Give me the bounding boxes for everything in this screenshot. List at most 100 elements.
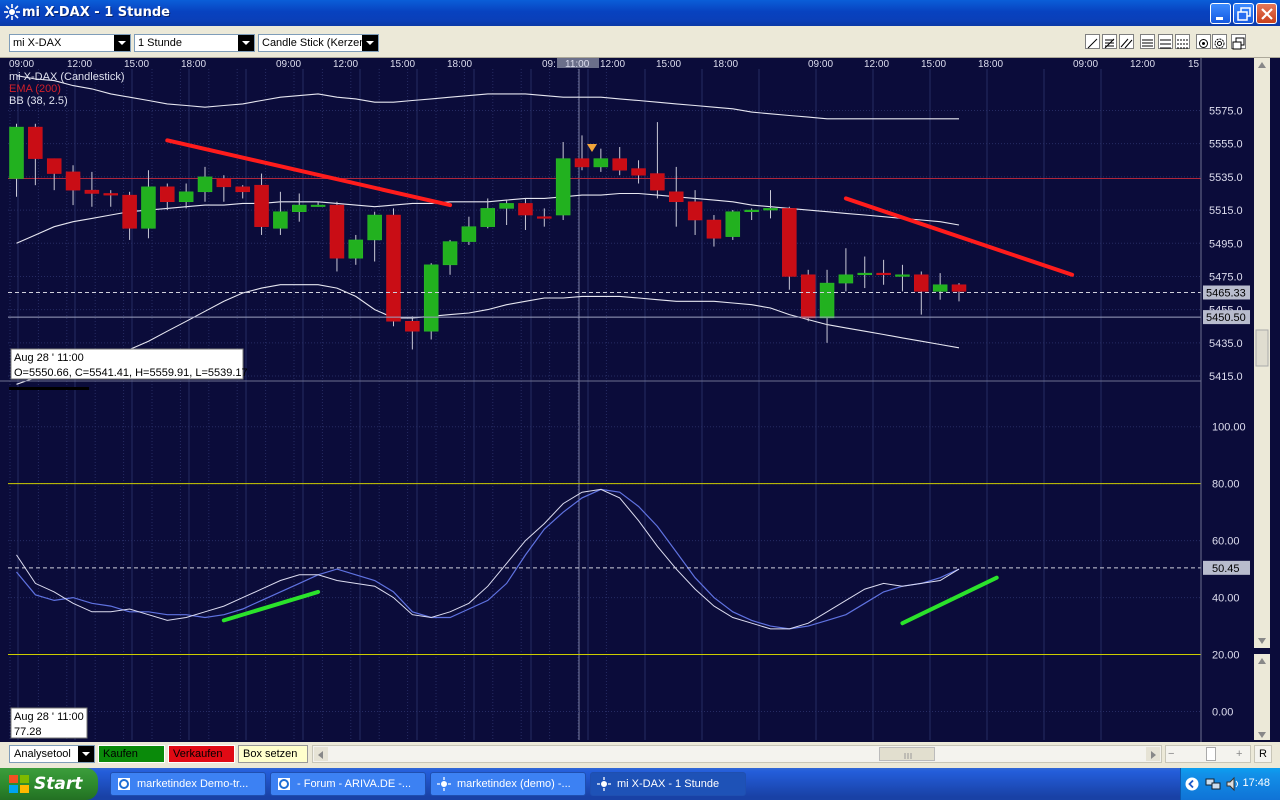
candle-down[interactable] bbox=[216, 178, 232, 188]
buy-button[interactable]: Kaufen bbox=[98, 745, 165, 763]
candle-down[interactable] bbox=[951, 284, 967, 292]
candle-up[interactable] bbox=[763, 208, 778, 211]
chevron-down-icon[interactable] bbox=[362, 35, 378, 51]
close-button[interactable] bbox=[1256, 3, 1277, 24]
candle-up[interactable] bbox=[555, 158, 571, 216]
channel-button[interactable] bbox=[1119, 34, 1134, 49]
grid-button[interactable] bbox=[1140, 34, 1155, 49]
zoom-slider[interactable]: − + bbox=[1165, 745, 1251, 763]
candle-down[interactable] bbox=[84, 189, 100, 194]
candle-down[interactable] bbox=[122, 194, 137, 229]
candle-down[interactable] bbox=[687, 201, 703, 221]
candle-up[interactable] bbox=[744, 209, 759, 212]
scroll-left-button[interactable] bbox=[314, 747, 328, 761]
candle-up[interactable] bbox=[461, 226, 477, 242]
chevron-down-icon[interactable] bbox=[114, 35, 130, 51]
scroll-down-icon[interactable] bbox=[1258, 638, 1266, 644]
candle-up[interactable] bbox=[857, 272, 872, 276]
scroll-thumb[interactable] bbox=[879, 747, 935, 761]
candle-up[interactable] bbox=[819, 282, 835, 319]
candle-up[interactable] bbox=[838, 274, 854, 284]
candle-down[interactable] bbox=[800, 274, 816, 319]
price-scroll-thumb[interactable] bbox=[1255, 329, 1269, 367]
candle-down[interactable] bbox=[914, 274, 929, 292]
task-marketindex-demo[interactable]: marketindex Demo-tr... bbox=[110, 772, 266, 796]
candle-up[interactable] bbox=[178, 191, 194, 203]
minimize-button[interactable] bbox=[1210, 3, 1231, 24]
candle-up[interactable] bbox=[367, 214, 382, 241]
task-marketindex-app[interactable]: marketindex (demo) -... bbox=[430, 772, 586, 796]
chevron-down-icon[interactable] bbox=[78, 746, 94, 762]
horizontal-scrollbar[interactable] bbox=[312, 745, 1162, 763]
osc-scrollbar[interactable] bbox=[1254, 654, 1270, 740]
sell-button[interactable]: Verkaufen bbox=[168, 745, 235, 763]
candle-down[interactable] bbox=[537, 216, 552, 219]
scroll-right-button[interactable] bbox=[1146, 747, 1160, 761]
scroll-up-icon[interactable] bbox=[1258, 62, 1266, 68]
interval-select[interactable]: 1 Stunde bbox=[134, 34, 255, 52]
table-button[interactable] bbox=[1175, 34, 1190, 49]
candle-down[interactable] bbox=[103, 193, 118, 196]
zoom-thumb[interactable] bbox=[1206, 747, 1216, 761]
window-button[interactable] bbox=[1231, 34, 1246, 50]
chevron-down-icon[interactable] bbox=[238, 35, 254, 51]
oscillator-trendline[interactable] bbox=[221, 589, 321, 623]
candle-down[interactable] bbox=[65, 171, 81, 191]
candle-down[interactable] bbox=[46, 158, 62, 174]
candle-up[interactable] bbox=[895, 274, 910, 277]
candle-down[interactable] bbox=[405, 321, 420, 332]
line-tool-button[interactable] bbox=[1085, 34, 1100, 49]
price-trendline[interactable] bbox=[165, 138, 453, 208]
chevron-left-icon[interactable] bbox=[1185, 777, 1199, 791]
zoom-out-button[interactable]: − bbox=[1168, 748, 1175, 760]
candle-up[interactable] bbox=[310, 204, 326, 207]
candle-up[interactable] bbox=[593, 158, 609, 168]
scroll-down-icon[interactable] bbox=[1258, 732, 1266, 738]
candle-down[interactable] bbox=[235, 186, 250, 193]
candle-down[interactable] bbox=[28, 126, 43, 159]
candle-down[interactable] bbox=[386, 214, 401, 322]
candle-down[interactable] bbox=[631, 168, 646, 176]
chart-area[interactable]: 5575.05555.05535.05515.05495.05475.05455… bbox=[0, 57, 1280, 742]
candle-up[interactable] bbox=[292, 204, 307, 212]
task-ariva-forum[interactable]: - Forum - ARIVA.DE -... bbox=[270, 772, 426, 796]
candle-up[interactable] bbox=[197, 176, 213, 193]
candle-down[interactable] bbox=[612, 158, 627, 171]
candle-down[interactable] bbox=[160, 186, 175, 203]
candle-down[interactable] bbox=[706, 219, 722, 239]
chart-canvas[interactable]: 5575.05555.05535.05515.05495.05475.05455… bbox=[0, 57, 1280, 742]
candle-up[interactable] bbox=[9, 126, 24, 179]
candle-down[interactable] bbox=[329, 204, 345, 259]
candle-down[interactable] bbox=[650, 173, 665, 191]
panel-splitter[interactable] bbox=[9, 387, 89, 390]
candle-up[interactable] bbox=[932, 284, 948, 292]
candle-up[interactable] bbox=[141, 186, 156, 229]
zoom-button[interactable] bbox=[1196, 34, 1211, 49]
candle-up[interactable] bbox=[423, 264, 439, 332]
analysis-tool-select[interactable]: Analysetool bbox=[9, 745, 95, 763]
scroll-up-icon[interactable] bbox=[1258, 658, 1266, 664]
reset-button[interactable]: R bbox=[1254, 745, 1272, 763]
oscillator-trendline[interactable] bbox=[900, 575, 999, 626]
box-button[interactable]: Box setzen bbox=[238, 745, 308, 763]
candle-up[interactable] bbox=[348, 239, 364, 259]
chart-type-select[interactable]: Candle Stick (Kerzen bbox=[258, 34, 379, 52]
restore-button[interactable] bbox=[1233, 3, 1254, 24]
candle-down[interactable] bbox=[669, 191, 684, 203]
candle-down[interactable] bbox=[574, 158, 590, 168]
settings-button[interactable] bbox=[1212, 34, 1227, 49]
candle-down[interactable] bbox=[876, 272, 891, 276]
candle-up[interactable] bbox=[499, 203, 514, 209]
fibonacci-button[interactable] bbox=[1102, 34, 1117, 49]
price-trendline[interactable] bbox=[843, 196, 1075, 277]
candle-up[interactable] bbox=[725, 211, 741, 237]
zoom-in-button[interactable]: + bbox=[1236, 748, 1243, 760]
volume-icon[interactable] bbox=[1225, 776, 1241, 792]
window-titlebar[interactable]: mi X-DAX - 1 Stunde bbox=[0, 0, 1280, 26]
candle-down[interactable] bbox=[254, 184, 269, 227]
candle-up[interactable] bbox=[442, 241, 458, 266]
candle-up[interactable] bbox=[273, 211, 288, 229]
list-button[interactable] bbox=[1158, 34, 1173, 49]
candle-down[interactable] bbox=[518, 203, 533, 216]
instrument-select[interactable]: mi X-DAX bbox=[9, 34, 131, 52]
